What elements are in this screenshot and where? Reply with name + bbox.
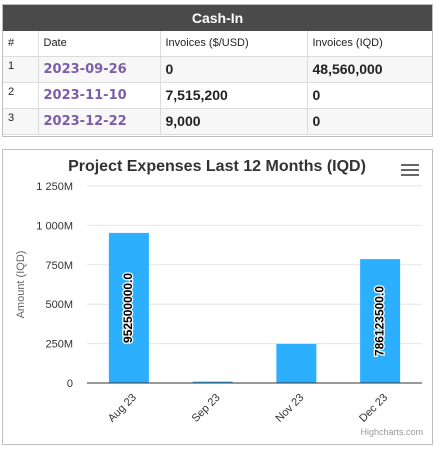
bar xyxy=(360,259,401,383)
table-row: 3 2023-12-22 9,000 0 xyxy=(3,108,432,135)
cash-in-table: # Date Invoices ($/USD) Invoices (IQD) 1… xyxy=(3,31,432,135)
row-invoices-usd: 7,515,200 xyxy=(160,82,308,109)
table-row: 2 2023-11-10 7,515,200 0 xyxy=(3,82,432,109)
row-number: 3 xyxy=(3,108,39,135)
bar xyxy=(276,343,317,383)
y-axis-title: Amount (IQD) xyxy=(15,251,27,319)
row-date-link[interactable]: 2023-12-22 xyxy=(38,108,161,135)
x-tick-label: Sep 23 xyxy=(190,392,223,425)
y-tick-label: 500M xyxy=(45,299,73,311)
row-date-link[interactable]: 2023-11-10 xyxy=(38,82,161,109)
project-expenses-chart: Project Expenses Last 12 Months (IQD) 0 25… xyxy=(15,158,423,437)
project-expenses-chart-panel: Project Expenses Last 12 Months (IQD) 0 25… xyxy=(2,149,433,445)
x-tick-label: Aug 23 xyxy=(106,392,139,425)
row-invoices-iqd: 0 xyxy=(307,108,432,135)
column-header-invoices-iqd[interactable]: Invoices (IQD) xyxy=(307,31,432,57)
row-invoices-usd: 9,000 xyxy=(160,108,308,135)
table-row: 1 2023-09-26 0 48,560,000 xyxy=(3,56,432,83)
chart-title: Project Expenses Last 12 Months (IQD) xyxy=(68,158,366,175)
cash-in-panel: Cash-In # Date Invoices ($/USD) Invoices… xyxy=(2,4,433,137)
y-tick-label: 250M xyxy=(45,339,73,351)
bar-data-label: 786123500.0 xyxy=(372,286,386,356)
x-tick-label: Nov 23 xyxy=(273,392,306,425)
cash-in-title: Cash-In xyxy=(3,5,432,31)
row-invoices-usd: 0 xyxy=(160,56,308,83)
y-tick-label: 0 xyxy=(67,378,73,390)
table-header-row: # Date Invoices ($/USD) Invoices (IQD) xyxy=(3,31,432,57)
bar-data-label: 952500000.0 xyxy=(121,273,135,343)
row-invoices-iqd: 48,560,000 xyxy=(307,56,432,83)
column-header-number[interactable]: # xyxy=(3,31,39,57)
bar xyxy=(108,232,149,383)
column-header-invoices-usd[interactable]: Invoices ($/USD) xyxy=(160,31,308,57)
column-header-date[interactable]: Date xyxy=(38,31,161,57)
row-number: 1 xyxy=(3,56,39,83)
row-invoices-iqd: 0 xyxy=(307,82,432,109)
y-tick-label: 1 250M xyxy=(36,181,73,193)
y-tick-label: 1 000M xyxy=(36,220,73,232)
highcharts-credits-link[interactable]: Highcharts.com xyxy=(360,427,423,437)
y-tick-label: 750M xyxy=(45,260,73,272)
row-number: 2 xyxy=(3,82,39,109)
x-tick-label: Dec 23 xyxy=(357,392,390,425)
hamburger-menu-icon[interactable] xyxy=(401,164,419,178)
row-date-link[interactable]: 2023-09-26 xyxy=(38,56,161,83)
bar xyxy=(192,381,233,383)
